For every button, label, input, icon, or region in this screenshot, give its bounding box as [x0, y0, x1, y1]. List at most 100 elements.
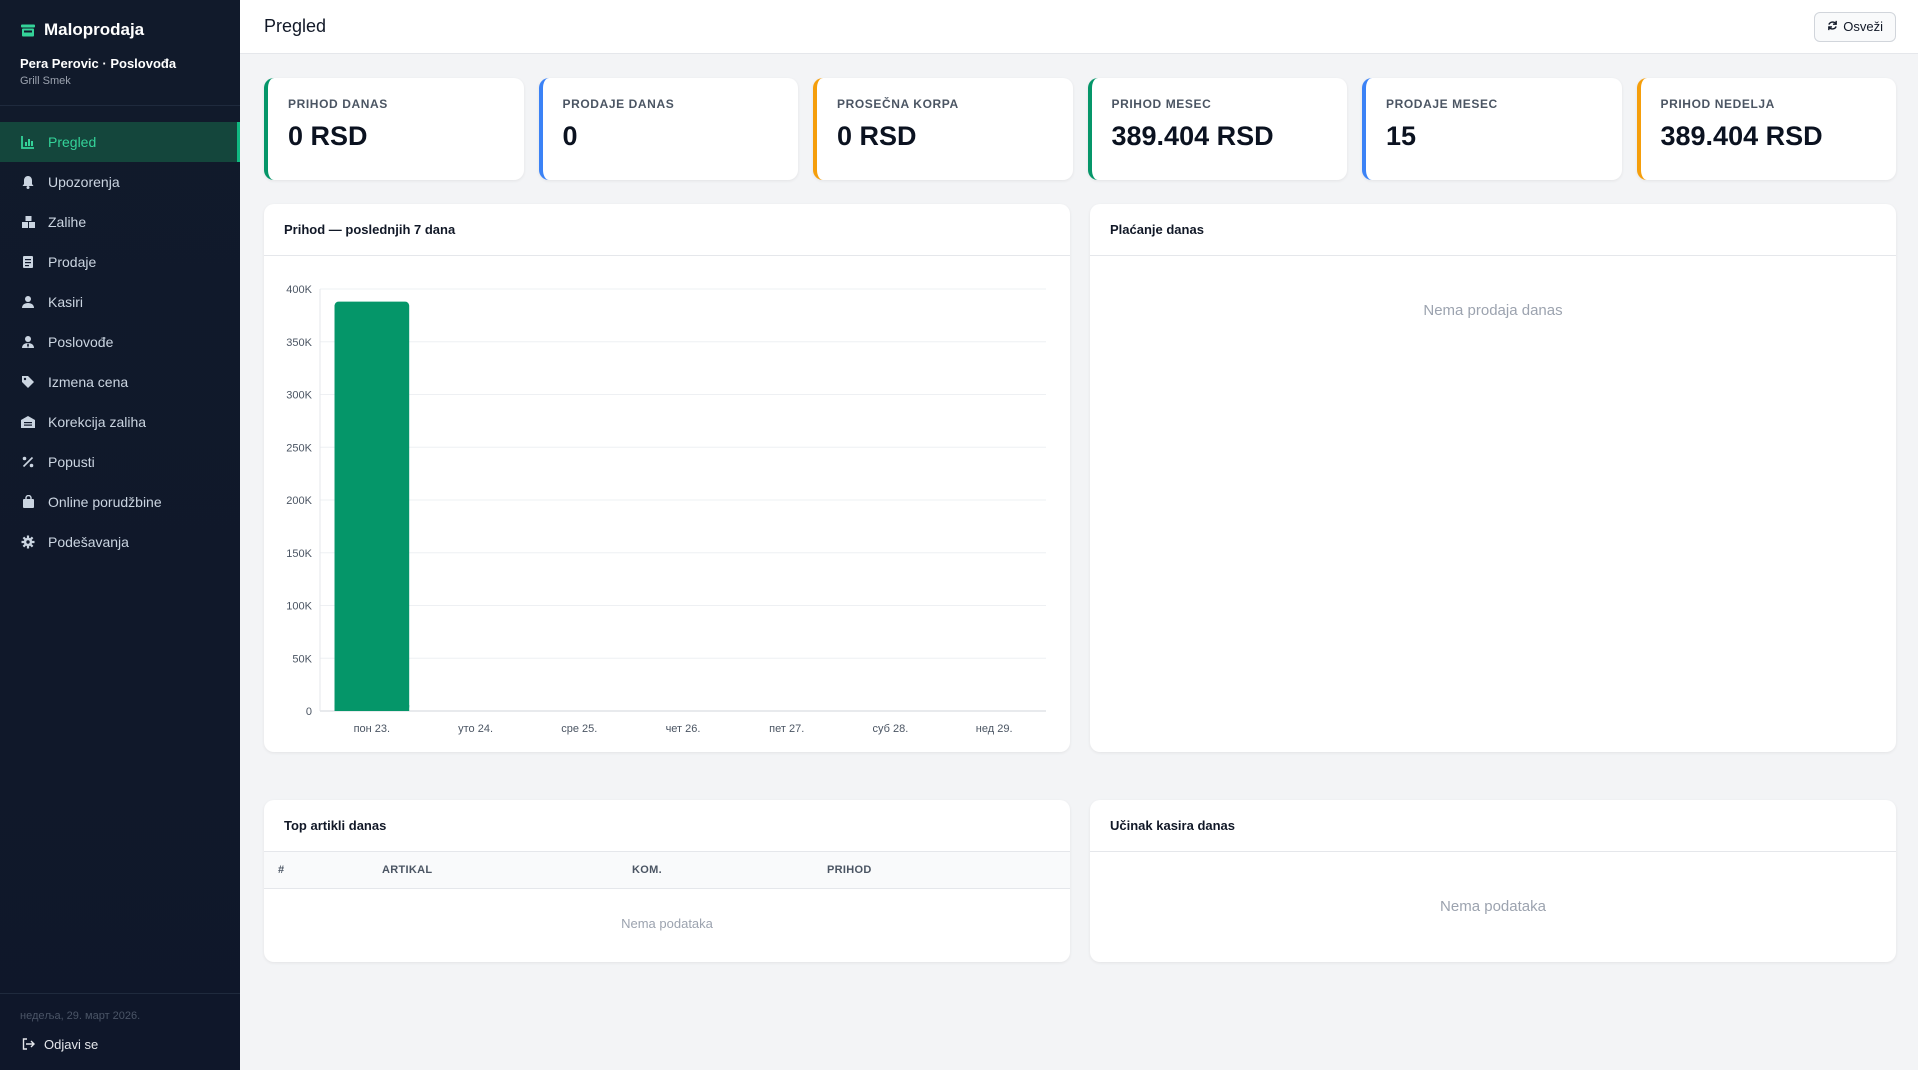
stat-value: 0	[562, 121, 578, 151]
y-tick-label: 300K	[286, 390, 312, 402]
table-header-row: # ARTIKAL KOM. PRIHOD	[264, 852, 1070, 889]
stat-card-prihod-nedelja: PRIHOD NEDELJA 389.404 RSD	[1636, 78, 1896, 180]
sidebar-item-zalihe[interactable]: Zalihe	[0, 202, 240, 242]
stat-label: PRODAJE MESEC	[1386, 97, 1498, 111]
stat-card-prodaje-danas: PRODAJE DANAS 0	[538, 78, 798, 180]
gear-icon	[20, 534, 36, 550]
top-items-card: Top artikli danas # ARTIKAL KOM. PRIHOD	[264, 800, 1070, 962]
sidebar-item-izmena-cena[interactable]: Izmena cena	[0, 362, 240, 402]
stat-value: 389.404 RSD	[1660, 121, 1823, 151]
sidebar-item-label: Upozorenja	[48, 174, 120, 190]
table-empty-row: Nema podataka	[264, 888, 1070, 958]
cashiers-card: Učinak kasira danas Nema podataka	[1090, 800, 1896, 962]
logout-icon	[20, 1036, 36, 1052]
sidebar-item-label: Zalihe	[48, 214, 87, 230]
receipt-icon	[20, 254, 36, 270]
user-tie-icon	[20, 334, 36, 350]
app-title: Maloprodaja	[44, 20, 145, 39]
store-icon	[20, 22, 36, 38]
stat-value: 0 RSD	[288, 121, 368, 151]
stat-value: 389.404 RSD	[1111, 121, 1274, 151]
user-icon	[20, 294, 36, 310]
revenue-bar-chart: 0 50K 100K 150K 200K 250K 300K 350K 400K пон 23. у…	[286, 284, 1046, 735]
sidebar-item-label: Pregled	[48, 134, 97, 150]
y-tick-label: 200K	[286, 495, 312, 507]
percent-icon	[20, 454, 36, 470]
sidebar-item-label: Popusti	[48, 454, 95, 470]
stat-card-prosecna-korpa: PROSEČNA KORPA 0 RSD	[813, 78, 1073, 180]
x-tick-label: нед 29.	[976, 723, 1013, 735]
top-items-table: # ARTIKAL KOM. PRIHOD Nema podataka	[264, 852, 1070, 958]
sidebar-item-korekcija-zaliha[interactable]: Korekcija zaliha	[0, 402, 240, 442]
stat-cards: PRIHOD DANAS 0 RSD PRODAJE DANAS 0 PROSE…	[264, 78, 1896, 180]
stat-card-prodaje-mesec: PRODAJE MESEC 15	[1362, 78, 1622, 180]
column-prihod: PRIHOD	[827, 852, 1070, 889]
y-tick-label: 150K	[286, 548, 312, 560]
sidebar-item-kasiri[interactable]: Kasiri	[0, 282, 240, 322]
boxes-icon	[20, 214, 36, 230]
sidebar-item-popusti[interactable]: Popusti	[0, 442, 240, 482]
empty-state: Nema podataka	[621, 915, 713, 931]
sidebar-item-label: Podešavanja	[48, 534, 129, 550]
column-artikal: ARTIKAL	[382, 852, 632, 889]
stat-label: PROSEČNA KORPA	[837, 97, 959, 111]
revenue-chart-card: Prihod — poslednjih 7 dana 0 50K 100K 150K 2…	[264, 204, 1070, 752]
sidebar-item-label: Online porudžbine	[48, 494, 162, 510]
sidebar-footer: недеља, 29. март 2026. Odjavi se	[0, 993, 240, 1070]
brand-row: Maloprodaja	[20, 20, 220, 40]
stat-value: 15	[1386, 121, 1417, 151]
sidebar-item-label: Poslovođe	[48, 334, 114, 350]
card-title: Prihod — poslednjih 7 dana	[264, 204, 1070, 256]
chart-bar[interactable]	[334, 301, 410, 711]
topbar: Pregled Osveži	[240, 0, 1918, 54]
stat-card-prihod-mesec: PRIHOD MESEC 389.404 RSD	[1087, 78, 1347, 180]
sidebar-item-label: Korekcija zaliha	[48, 414, 147, 430]
stat-value: 0 RSD	[837, 121, 917, 151]
bag-icon	[20, 494, 36, 510]
sidebar-nav: Pregled Upozorenja Zalihe Prodaje Kasiri…	[0, 106, 240, 993]
stat-label: PRIHOD NEDELJA	[1660, 97, 1775, 111]
charts-row: Prihod — poslednjih 7 dana 0 50K 100K 150K 2…	[264, 204, 1896, 752]
logout-label: Odjavi se	[44, 1036, 99, 1052]
payments-card: Plaćanje danas Nema prodaja danas	[1090, 204, 1896, 752]
stat-label: PRIHOD MESEC	[1111, 97, 1212, 111]
y-tick-label: 400K	[286, 284, 312, 296]
y-tick-label: 350K	[286, 337, 312, 349]
sidebar-item-label: Izmena cena	[48, 374, 129, 390]
chart-bar-base	[334, 705, 410, 711]
sidebar-item-poslovode[interactable]: Poslovođe	[0, 322, 240, 362]
column-rank: #	[264, 852, 382, 889]
logout-button[interactable]: Odjavi se	[20, 1036, 220, 1052]
y-tick-label: 100K	[286, 601, 312, 613]
column-kom: KOM.	[632, 852, 827, 889]
page-title: Pregled	[264, 16, 327, 36]
tag-icon	[20, 374, 36, 390]
chart-container: 0 50K 100K 150K 200K 250K 300K 350K 400K пон 23. у…	[264, 256, 1070, 749]
stat-label: PRODAJE DANAS	[562, 97, 675, 111]
x-tick-label: чет 26.	[666, 723, 701, 735]
sidebar-item-pregled[interactable]: Pregled	[0, 122, 240, 162]
dashboard-content: PRIHOD DANAS 0 RSD PRODAJE DANAS 0 PROSE…	[240, 54, 1918, 986]
card-title: Top artikli danas	[264, 800, 1070, 852]
empty-state: Nema podataka	[1440, 898, 1546, 915]
refresh-icon	[1827, 19, 1838, 34]
refresh-button[interactable]: Osveži	[1814, 11, 1896, 42]
current-date: недеља, 29. март 2026.	[20, 1010, 141, 1022]
sidebar-item-podesavanja[interactable]: Podešavanja	[0, 522, 240, 562]
x-tick-label: сре 25.	[561, 723, 597, 735]
sidebar-item-upozorenja[interactable]: Upozorenja	[0, 162, 240, 202]
x-tick-label: пон 23.	[354, 723, 391, 735]
sidebar: Maloprodaja Pera Perovic · Poslovođa Gri…	[0, 0, 240, 1070]
y-tick-label: 50K	[292, 653, 312, 665]
brand-block: Maloprodaja Pera Perovic · Poslovođa Gri…	[0, 0, 240, 106]
sidebar-item-online-porudzbine[interactable]: Online porudžbine	[0, 482, 240, 522]
x-tick-label: уто 24.	[458, 723, 493, 735]
x-tick-label: пет 27.	[769, 723, 804, 735]
refresh-label: Osveži	[1843, 19, 1883, 34]
x-tick-label: суб 28.	[873, 723, 909, 735]
chart-icon	[20, 134, 36, 150]
main-area: Pregled Osveži PRIHOD DANAS 0 RSD PRODAJ…	[240, 0, 1918, 1070]
user-name: Pera Perovic · Poslovođa	[20, 56, 177, 71]
sidebar-item-prodaje[interactable]: Prodaje	[0, 242, 240, 282]
